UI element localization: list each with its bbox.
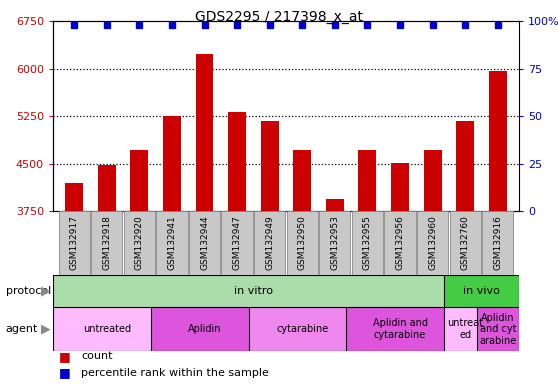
Text: untreat
ed: untreat ed [447,318,483,340]
Text: cytarabine: cytarabine [276,324,329,334]
Text: untreated: untreated [83,324,131,334]
Bar [384,211,416,275]
Text: GSM132944: GSM132944 [200,215,209,270]
Bar [222,211,253,275]
Text: GDS2295 / 217398_x_at: GDS2295 / 217398_x_at [195,10,363,23]
Text: Aplidin
and cyt
arabine: Aplidin and cyt arabine [479,313,516,346]
Text: agent: agent [6,324,38,334]
Text: GSM132955: GSM132955 [363,215,372,270]
Bar [59,211,90,275]
Text: GSM132920: GSM132920 [135,215,144,270]
Bar [456,121,474,211]
Bar [98,165,116,211]
Bar [358,150,377,211]
Bar [163,116,181,211]
Text: GSM132941: GSM132941 [167,215,176,270]
Text: count: count [81,351,112,361]
Bar [131,150,148,211]
Text: GSM132760: GSM132760 [461,215,470,270]
Bar [65,183,83,211]
Bar [417,211,448,275]
Text: in vitro: in vitro [234,286,273,296]
Bar [424,150,441,211]
Text: GSM132949: GSM132949 [265,215,274,270]
Bar [287,211,318,275]
Bar [444,275,519,307]
Text: ▶: ▶ [41,323,50,336]
Bar [444,307,487,351]
Bar [450,211,481,275]
Text: GSM132916: GSM132916 [493,215,502,270]
Bar [156,211,187,275]
Bar [391,163,409,211]
Bar [347,307,454,351]
Text: in vivo: in vivo [463,286,500,296]
Text: protocol: protocol [6,286,51,296]
Text: ▶: ▶ [41,285,50,297]
Text: Aplidin: Aplidin [188,324,222,334]
Bar [53,275,454,307]
Text: ■: ■ [59,350,70,363]
Text: GSM132947: GSM132947 [233,215,242,270]
Bar [326,199,344,211]
Bar [482,211,513,275]
Bar [151,307,258,351]
Text: GSM132960: GSM132960 [428,215,437,270]
Bar [294,150,311,211]
Text: ■: ■ [59,366,70,379]
Bar [248,307,356,351]
Bar [352,211,383,275]
Text: GSM132950: GSM132950 [298,215,307,270]
Text: GSM132953: GSM132953 [330,215,339,270]
Bar [189,211,220,275]
Text: percentile rank within the sample: percentile rank within the sample [81,367,269,377]
Text: GSM132918: GSM132918 [102,215,111,270]
Text: GSM132917: GSM132917 [70,215,79,270]
Bar [53,307,161,351]
Text: GSM132956: GSM132956 [396,215,405,270]
Text: Aplidin and
cytarabine: Aplidin and cytarabine [373,318,427,340]
Bar [124,211,155,275]
Bar [195,54,214,211]
Bar [228,113,246,211]
Bar [261,121,278,211]
Bar [489,71,507,211]
Bar [477,307,519,351]
Bar [319,211,350,275]
Bar [91,211,122,275]
Bar [254,211,285,275]
